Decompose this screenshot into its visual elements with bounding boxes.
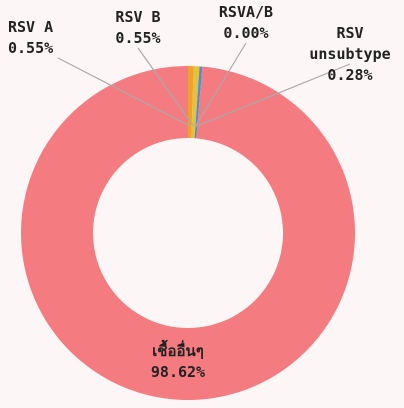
slice-value: 0.55% <box>115 29 160 47</box>
slice-value: 0.28% <box>327 66 372 84</box>
slice-label: RSVA/B 0.00% <box>219 3 273 42</box>
leader-line <box>57 57 191 127</box>
slice-value: 0.55% <box>8 39 53 57</box>
leader-line <box>137 47 195 127</box>
slice-label: RSV unsubtype 0.28% <box>309 24 390 84</box>
pie-slice <box>21 66 356 400</box>
slice-name: RSV <box>336 24 363 42</box>
slice-name: RSV A <box>8 18 53 36</box>
slice-name: RSV B <box>115 8 160 26</box>
slice-label: เชื้ออื่นๆ 98.62% <box>151 339 205 381</box>
slice-name: unsubtype <box>309 45 390 63</box>
leader-line <box>194 42 247 127</box>
slice-label: RSV B 0.55% <box>115 8 160 47</box>
slice-value: 0.00% <box>223 24 268 42</box>
slice-name: RSVA/B <box>219 3 273 21</box>
pie-slice <box>191 66 200 139</box>
leader-line <box>196 63 351 127</box>
pie-slice <box>194 66 203 139</box>
slice-name: เชื้ออื่นๆ <box>152 339 204 360</box>
slice-value: 98.62% <box>151 363 205 381</box>
slice-label: RSV A 0.55% <box>8 18 53 57</box>
